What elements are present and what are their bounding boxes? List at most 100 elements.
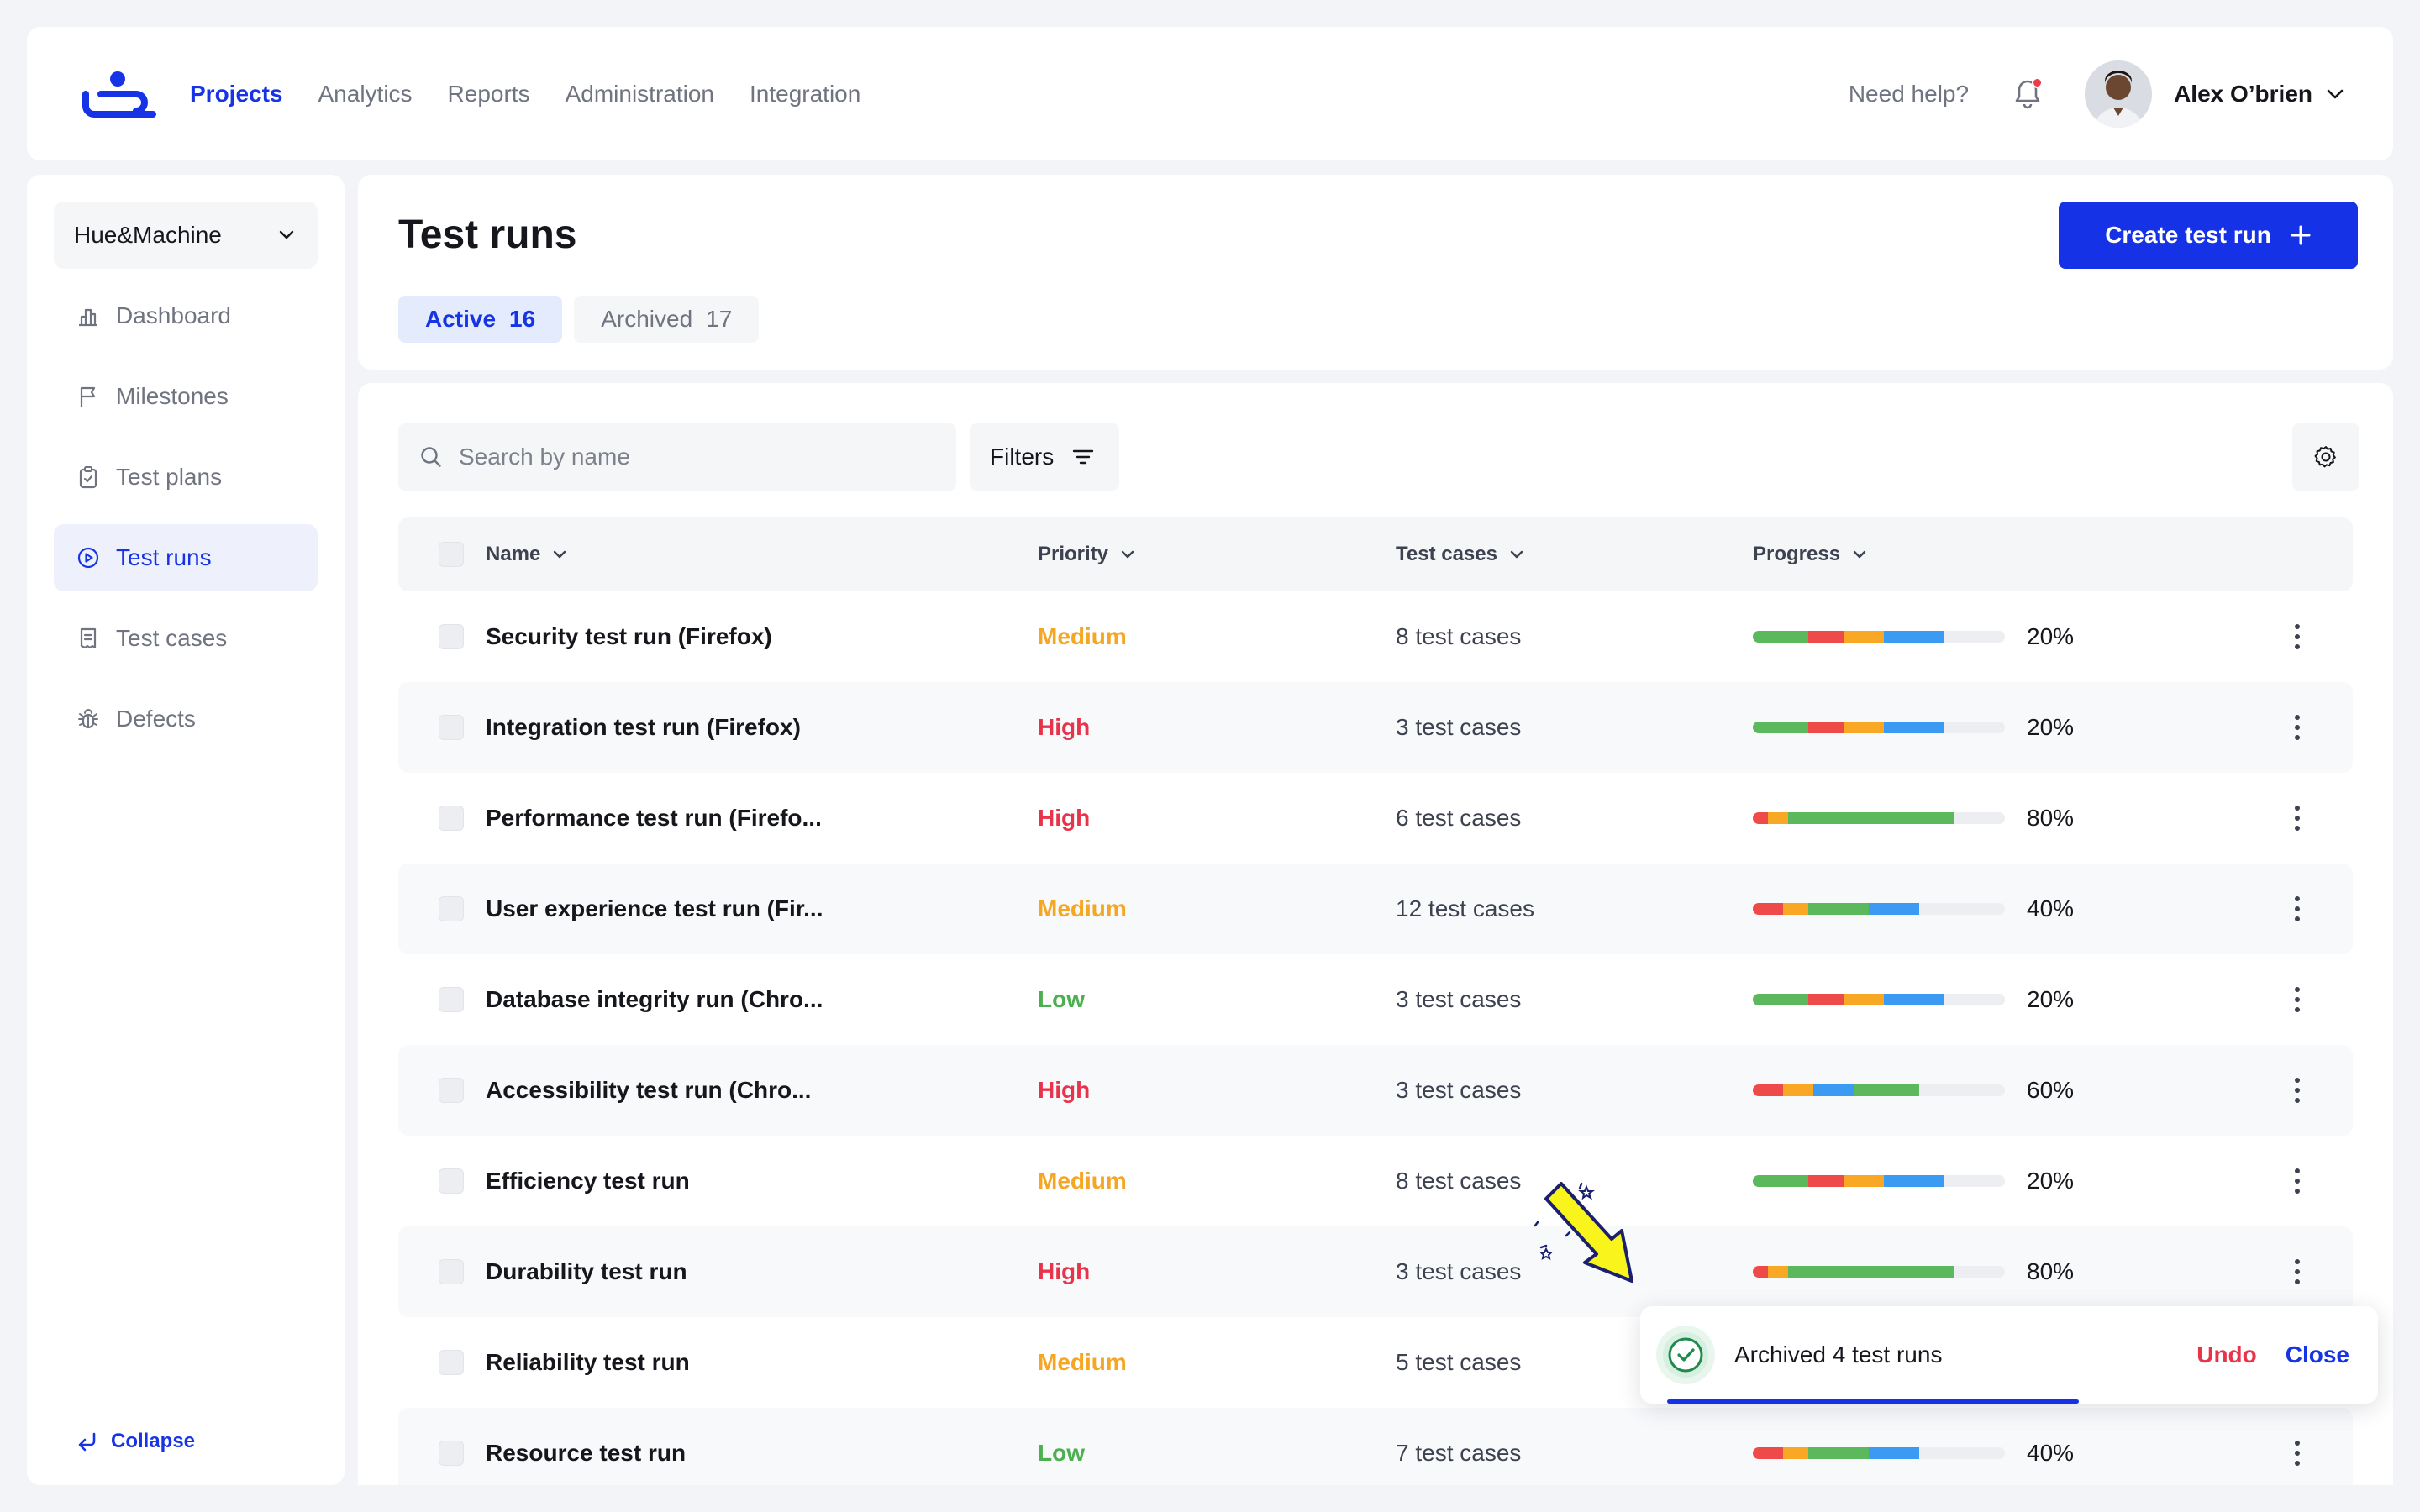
row-checkbox[interactable]	[439, 624, 464, 649]
search-icon	[421, 447, 441, 467]
test-run-name[interactable]: Reliability test run	[486, 1349, 690, 1375]
sidebar-item-label: Test cases	[116, 625, 228, 651]
column-header-test-cases[interactable]: Test cases	[1396, 543, 1526, 566]
filters-label: Filters	[990, 444, 1055, 470]
progress-segment	[1768, 1266, 1788, 1278]
sidebar-item-milestones[interactable]: Milestones	[54, 363, 318, 430]
test-run-name[interactable]: Durability test run	[486, 1258, 687, 1284]
nav-projects[interactable]: Projects	[190, 80, 283, 107]
sidebar-item-dashboard[interactable]: Dashboard	[54, 282, 318, 349]
undo-button[interactable]: Undo	[2196, 1341, 2257, 1368]
tab-archived[interactable]: Archived 17	[574, 296, 760, 343]
row-checkbox[interactable]	[439, 1441, 464, 1466]
progress-segment	[1808, 1447, 1869, 1459]
row-actions-button[interactable]	[2281, 620, 2314, 654]
tab-active[interactable]: Active 16	[398, 296, 563, 343]
column-header-name[interactable]: Name	[486, 543, 569, 566]
row-checkbox[interactable]	[439, 1078, 464, 1103]
nav-integration[interactable]: Integration	[750, 80, 861, 107]
test-case-count: 3 test cases	[1396, 1258, 1522, 1284]
table-row[interactable]: Durability test run High 3 test cases 80%	[398, 1226, 2353, 1317]
row-checkbox[interactable]	[439, 896, 464, 921]
chevron-down-icon	[1121, 550, 1134, 559]
chevron-down-icon[interactable]	[2324, 83, 2346, 105]
row-actions-button[interactable]	[2281, 1074, 2314, 1107]
close-toast-button[interactable]: Close	[2285, 1341, 2349, 1368]
row-checkbox[interactable]	[439, 806, 464, 831]
test-run-name[interactable]: Integration test run (Firefox)	[486, 714, 801, 740]
select-all-checkbox[interactable]	[439, 542, 464, 567]
row-actions-button[interactable]	[2281, 892, 2314, 926]
sidebar-item-test-runs[interactable]: Test runs	[54, 524, 318, 591]
table-row[interactable]: Integration test run (Firefox) High 3 test…	[398, 682, 2353, 773]
row-checkbox[interactable]	[439, 715, 464, 740]
tab-label: Active	[425, 306, 497, 332]
table-row[interactable]: User experience test run (Fir... Medium 12…	[398, 864, 2353, 954]
column-header-progress[interactable]: Progress	[1753, 543, 1869, 566]
app-logo-icon[interactable]	[81, 69, 160, 119]
row-actions-button[interactable]	[2281, 1255, 2314, 1289]
sidebar: Hue&Machine Dashboard Milestones Test pl…	[27, 175, 345, 1485]
nav-reports[interactable]: Reports	[447, 80, 530, 107]
progress-percent: 20%	[2027, 623, 2075, 649]
progress-segment	[1869, 1447, 1919, 1459]
test-run-name[interactable]: Resource test run	[486, 1440, 687, 1466]
nav-administration[interactable]: Administration	[565, 80, 714, 107]
avatar[interactable]	[2085, 60, 2153, 128]
row-checkbox[interactable]	[439, 1168, 464, 1194]
test-runs-table-card: Filters Name Priority Test cases Progres…	[358, 383, 2393, 1485]
column-header-priority[interactable]: Priority	[1038, 543, 1137, 566]
row-actions-button[interactable]	[2281, 983, 2314, 1016]
row-actions-button[interactable]	[2281, 1164, 2314, 1198]
row-actions-button[interactable]	[2281, 1436, 2314, 1470]
test-case-count: 8 test cases	[1396, 1168, 1522, 1194]
row-actions-button[interactable]	[2281, 711, 2314, 744]
progress-cell: 80%	[1753, 773, 2074, 864]
table-row[interactable]: Performance test run (Firefo... High 6 tes…	[398, 773, 2353, 864]
kebab-menu-icon	[2295, 987, 2300, 1012]
row-actions-button[interactable]	[2281, 801, 2314, 835]
table-row[interactable]: Resource test run Low 7 test cases 40%	[398, 1408, 2353, 1485]
test-run-name[interactable]: Performance test run (Firefo...	[486, 805, 822, 831]
status-tabs: Active 16 Archived 17	[398, 296, 771, 343]
test-run-name[interactable]: Security test run (Firefox)	[486, 623, 772, 649]
column-label: Priority	[1038, 543, 1109, 565]
table-row[interactable]: Efficiency test run Medium 8 test cases 20%	[398, 1136, 2353, 1226]
nav-analytics[interactable]: Analytics	[318, 80, 413, 107]
progress-segment	[1884, 994, 1944, 1005]
row-checkbox[interactable]	[439, 1350, 464, 1375]
create-test-run-button[interactable]: Create test run	[2059, 202, 2358, 269]
progress-bar	[1753, 903, 2005, 915]
search-input[interactable]	[459, 444, 936, 470]
need-help-link[interactable]: Need help?	[1848, 80, 1970, 107]
test-run-name[interactable]: Efficiency test run	[486, 1168, 690, 1194]
row-checkbox[interactable]	[439, 987, 464, 1012]
tab-count: 16	[509, 306, 536, 332]
notifications-button[interactable]	[2009, 76, 2046, 113]
progress-segment	[1884, 631, 1944, 643]
progress-bar	[1753, 1447, 2005, 1459]
row-checkbox[interactable]	[439, 1259, 464, 1284]
sidebar-item-label: Test runs	[116, 544, 212, 570]
test-run-name[interactable]: Database integrity run (Chro...	[486, 986, 823, 1012]
test-run-name[interactable]: User experience test run (Fir...	[486, 895, 823, 921]
progress-segment	[1844, 631, 1884, 643]
table-row[interactable]: Accessibility test run (Chro... High 3 tes…	[398, 1045, 2353, 1136]
progress-segment	[1808, 1175, 1844, 1187]
progress-segment	[1869, 903, 1919, 915]
sidebar-item-test-plans[interactable]: Test plans	[54, 444, 318, 511]
sidebar-item-test-cases[interactable]: Test cases	[54, 605, 318, 672]
table-row[interactable]: Security test run (Firefox) Medium 8 test …	[398, 591, 2353, 682]
test-run-name[interactable]: Accessibility test run (Chro...	[486, 1077, 812, 1103]
project-selector[interactable]: Hue&Machine	[54, 202, 318, 269]
collapse-button[interactable]: Collapse	[76, 1430, 195, 1453]
table-row[interactable]: Database integrity run (Chro... Low 3 test…	[398, 954, 2353, 1045]
progress-segment	[1753, 903, 1783, 915]
filters-button[interactable]: Filters	[970, 423, 1119, 491]
progress-segment	[1808, 994, 1844, 1005]
user-name[interactable]: Alex O’brien	[2174, 80, 2312, 107]
sidebar-item-defects[interactable]: Defects	[54, 685, 318, 753]
priority-label: Medium	[1038, 1349, 1127, 1375]
table-settings-button[interactable]	[2292, 423, 2360, 491]
test-case-count: 3 test cases	[1396, 986, 1522, 1012]
